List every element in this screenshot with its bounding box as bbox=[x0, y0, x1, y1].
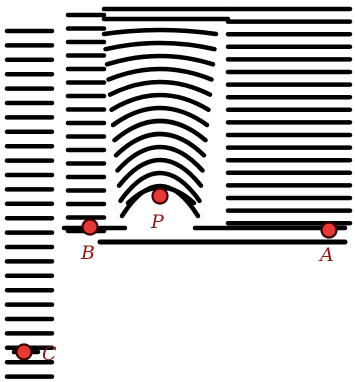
point-a-label: A bbox=[318, 244, 334, 266]
point-p-marker bbox=[151, 187, 169, 205]
curved-wave-front bbox=[103, 40, 217, 52]
point-a-marker bbox=[320, 221, 338, 239]
curved-wave-front bbox=[104, 53, 216, 67]
curved-wave-front bbox=[115, 144, 205, 173]
curved-wave-front bbox=[109, 92, 211, 113]
curved-wave-front bbox=[110, 105, 210, 128]
curved-wave-front bbox=[113, 131, 207, 158]
point-b-label: B bbox=[80, 242, 95, 264]
curved-wave-front bbox=[118, 170, 202, 204]
curved-wave-front bbox=[116, 157, 204, 188]
curved-wave-front bbox=[101, 27, 219, 37]
point-p-label: P bbox=[150, 211, 165, 233]
point-c-marker bbox=[15, 343, 33, 361]
curved-wave-front bbox=[106, 66, 214, 82]
curved-wave-front bbox=[107, 79, 213, 97]
point-c-label: C bbox=[42, 343, 57, 365]
curved-wave-front bbox=[112, 118, 208, 143]
points: P B A C bbox=[11, 187, 338, 365]
point-b-marker bbox=[81, 218, 99, 236]
wave-fronts bbox=[4, 6, 353, 379]
